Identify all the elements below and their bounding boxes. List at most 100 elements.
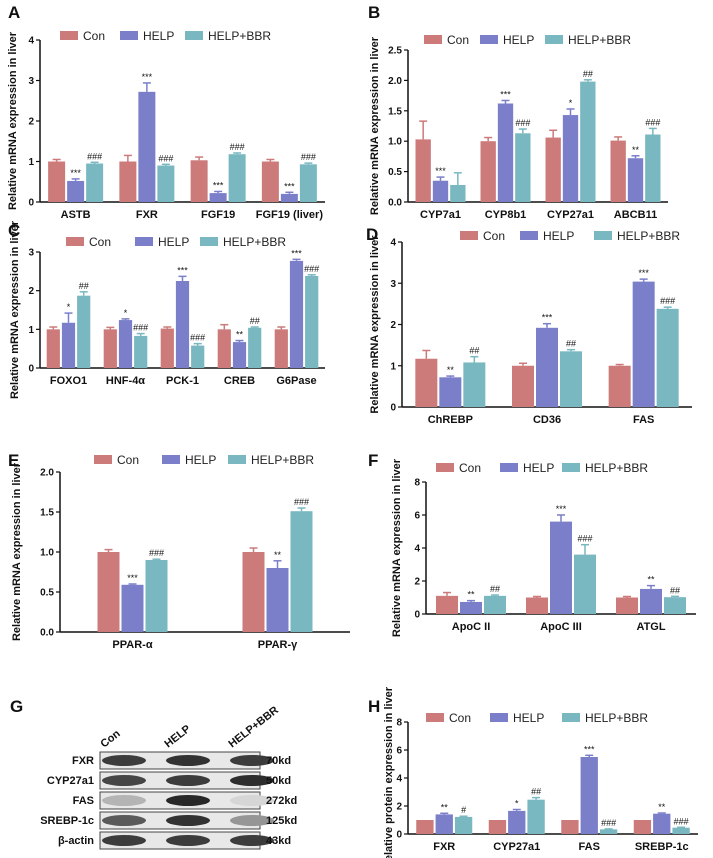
bar-helpbbr-ppar — [145, 560, 168, 632]
bar-help-srebp1c — [653, 813, 671, 834]
bar-help-cyp27a1 — [562, 115, 579, 202]
legend-label: HELP+BBR — [208, 29, 271, 43]
significance-mark: *** — [542, 313, 553, 323]
significance-mark: ### — [674, 816, 689, 826]
bar-helpbbr-abcb11 — [645, 134, 661, 202]
y-tick-label: 0 — [390, 403, 396, 414]
bar-helpbbr-cyp27a1 — [580, 81, 596, 202]
y-tick-label: 0.0 — [40, 628, 54, 639]
bar-help-ppar — [266, 568, 289, 632]
bar-help-chrebp — [439, 377, 462, 407]
significance-mark: *** — [291, 248, 302, 258]
y-tick-label: 2 — [28, 117, 34, 128]
y-tick-label: 0 — [396, 830, 402, 841]
legend-label: HELP — [185, 453, 216, 467]
y-tick-label: 4 — [414, 544, 420, 555]
blot-band — [102, 755, 146, 766]
chart-panel-a: A Con HELP HELP+BBR Relative mRNA expression… — [7, 3, 325, 221]
y-tick-label: 6 — [414, 511, 420, 522]
significance-mark: ### — [230, 142, 245, 152]
legend-swatch-help — [520, 231, 538, 240]
x-category-label: FGF19 — [201, 209, 235, 221]
bar-help-pck1 — [175, 281, 190, 368]
legend-swatch-help — [135, 237, 153, 246]
bar-helpbbr-ppar — [290, 511, 313, 632]
legend-label: HELP+BBR — [568, 33, 631, 47]
blot-band — [230, 795, 274, 806]
x-category-label: CREB — [224, 375, 255, 387]
panel-letter: H — [368, 697, 380, 716]
western-blot-panel: G Con HELP HELP+BBR FXR 70kd CYP27a1 50kd FAS 272… — [10, 697, 297, 850]
significance-mark: ### — [294, 497, 309, 507]
bar-help-g6pase — [289, 260, 304, 368]
x-category-label: FXR — [433, 841, 455, 853]
legend-swatch-con — [66, 237, 84, 246]
legend-swatch-help — [500, 463, 518, 472]
band-size-label: 125kd — [266, 815, 297, 827]
x-category-label: ApoC III — [540, 621, 582, 633]
bar-helpbbr-fxr — [157, 165, 175, 202]
y-tick-label: 2 — [414, 577, 420, 588]
significance-mark: *** — [284, 181, 295, 191]
y-tick-label: 0.5 — [40, 588, 54, 599]
bar-helpbbr-fas — [656, 308, 679, 407]
bar-help-cyp27a1 — [508, 810, 526, 834]
bar-helpbbr-astb — [86, 163, 104, 202]
blot-band — [230, 835, 274, 846]
bar-help-creb — [232, 342, 247, 368]
blot-band — [166, 755, 210, 766]
significance-mark: * — [67, 302, 71, 312]
legend-label: HELP+BBR — [585, 711, 648, 725]
legend-swatch-helpbbr — [594, 231, 612, 240]
bar-con-cd36 — [512, 365, 534, 407]
bar-con-foxo1 — [46, 329, 60, 368]
bar-con-creb — [217, 329, 231, 368]
bar-con-ppar — [97, 552, 120, 632]
y-axis-title: Relative mRNA expression in liver — [391, 458, 403, 637]
bar-con-apociii — [526, 597, 548, 614]
bar-helpbbr-pck1 — [191, 345, 205, 368]
significance-mark: ### — [87, 151, 102, 161]
bar-help-cyp8b1 — [497, 103, 514, 202]
blot-band — [166, 835, 210, 846]
panel-letter: G — [10, 697, 23, 716]
y-tick-label: 1.0 — [40, 548, 54, 559]
legend-swatch-con — [60, 31, 78, 40]
y-axis-title: Relative mRNA expression in liver — [369, 36, 381, 215]
significance-mark: ## — [469, 346, 479, 356]
legend-label: HELP+BBR — [585, 461, 648, 475]
significance-mark: * — [515, 799, 519, 809]
bar-con-hnf4 — [103, 329, 117, 368]
significance-mark: ## — [250, 316, 260, 326]
x-category-label: ATGL — [636, 621, 665, 633]
y-tick-label: 8 — [396, 718, 402, 729]
x-category-label: CYP27a1 — [547, 209, 594, 221]
chart-panel-d: D Con HELP HELP+BBR Relative mRNA expression… — [366, 225, 692, 426]
bar-con-cyp27a1 — [488, 820, 507, 834]
panel-letter: D — [366, 225, 378, 244]
significance-mark: ### — [149, 548, 164, 558]
x-category-label: G6Pase — [276, 375, 316, 387]
legend-label: HELP — [503, 33, 534, 47]
bar-con-fas — [608, 365, 631, 407]
significance-mark: *** — [500, 89, 511, 99]
significance-mark: # — [461, 805, 466, 815]
significance-mark: *** — [556, 504, 567, 514]
bar-helpbbr-fxr — [454, 816, 473, 834]
legend-label: HELP+BBR — [251, 453, 314, 467]
blot-band — [102, 835, 146, 846]
y-tick-label: 2.0 — [40, 468, 54, 479]
y-tick-label: 2 — [396, 802, 402, 813]
legend-swatch-helpbbr — [228, 455, 246, 464]
legend-label: HELP — [513, 711, 544, 725]
bar-help-atgl — [640, 588, 662, 614]
bar-help-fxr — [435, 814, 453, 834]
y-tick-label: 2 — [28, 286, 34, 297]
x-category-label: CD36 — [533, 414, 561, 426]
bar-helpbbr-cyp8b1 — [515, 133, 531, 202]
legend-swatch-helpbbr — [545, 35, 563, 44]
bar-help-foxo1 — [61, 322, 76, 368]
protein-label: FXR — [72, 755, 94, 767]
legend-label: Con — [83, 29, 105, 43]
y-tick-label: 6 — [396, 746, 402, 757]
